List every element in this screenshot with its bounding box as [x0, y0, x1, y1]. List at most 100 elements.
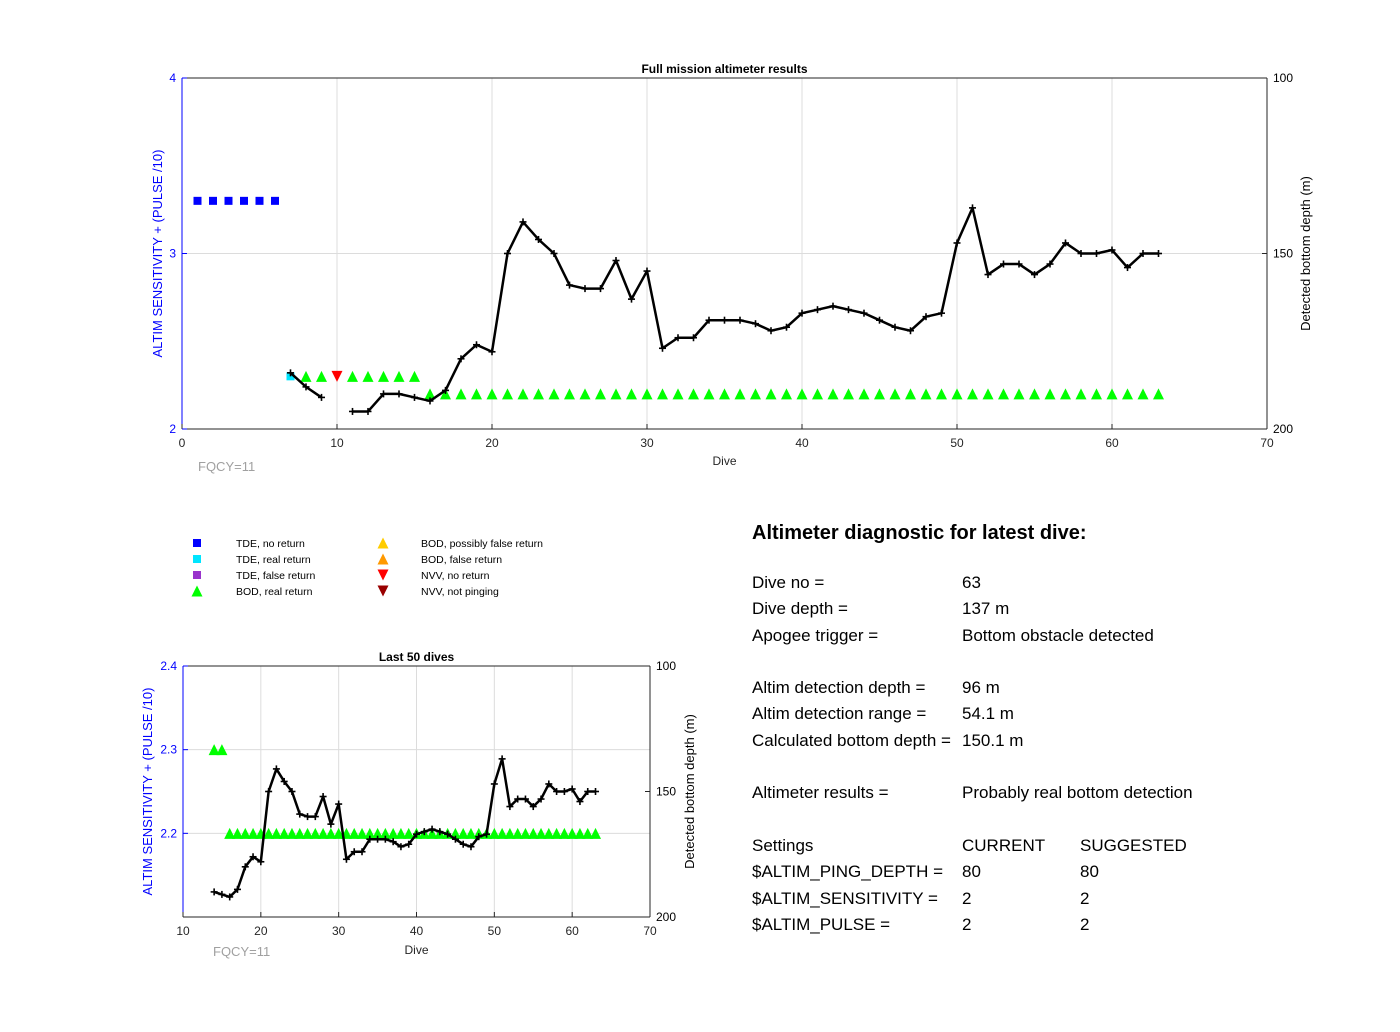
- y-right-tick-label: 150: [656, 785, 676, 799]
- depth-point: [358, 848, 366, 856]
- depth-point: [568, 785, 576, 793]
- depth-point: [288, 788, 296, 795]
- depth-point: [721, 316, 728, 324]
- depth-point: [922, 313, 930, 321]
- depth-point: [1139, 250, 1147, 257]
- data-marker: [796, 388, 808, 400]
- data-marker: [967, 388, 978, 400]
- altim-detection-depth-label: Altim detection depth =: [752, 678, 926, 698]
- calculated-bottom-depth-value: 150.1 m: [962, 730, 1024, 750]
- data-marker: [426, 827, 438, 839]
- data-marker: [1106, 388, 1118, 400]
- settings-header-row: Settings CURRENT SUGGESTED: [752, 833, 1352, 859]
- x-tick-label: 50: [950, 436, 964, 450]
- data-marker: [347, 370, 358, 382]
- legend-marker: [377, 569, 389, 581]
- depth-point: [342, 855, 350, 863]
- depth-point: [483, 830, 491, 838]
- data-marker: [486, 388, 498, 400]
- legend-label: NVV, no return: [421, 570, 490, 582]
- y-right-tick-label: 200: [656, 910, 676, 924]
- depth-point: [436, 828, 444, 836]
- depth-point: [411, 393, 418, 401]
- depth-point: [467, 843, 475, 851]
- data-marker: [309, 827, 321, 839]
- depth-point: [612, 257, 620, 265]
- depth-point: [984, 271, 992, 279]
- depth-point: [550, 250, 558, 257]
- depth-point: [535, 235, 542, 243]
- depth-point: [490, 780, 498, 788]
- x-tick-label: 40: [410, 924, 424, 938]
- depth-point: [442, 386, 449, 394]
- data-marker: [247, 827, 259, 839]
- depth-point: [752, 320, 759, 328]
- data-marker: [535, 827, 547, 839]
- data-marker: [270, 827, 282, 839]
- depth-point: [1015, 260, 1023, 268]
- data-marker: [224, 827, 236, 839]
- depth-point: [475, 833, 483, 841]
- depth-point: [380, 390, 387, 398]
- data-marker: [595, 388, 606, 400]
- data-marker: [998, 388, 1009, 400]
- depth-point: [210, 888, 218, 896]
- x-tick-label: 50: [488, 924, 502, 938]
- data-marker: [1122, 388, 1133, 400]
- setting-label: $ALTIM_PULSE =: [752, 914, 891, 934]
- data-marker: [551, 827, 563, 839]
- data-marker: [781, 388, 792, 400]
- setting-label: $ALTIM_SENSITIVITY =: [752, 888, 938, 908]
- setting-current: 2: [962, 914, 972, 934]
- x-tick-label: 70: [643, 924, 657, 938]
- data-marker: [294, 827, 306, 839]
- data-marker: [362, 370, 374, 382]
- chart-title: Last 50 dives: [379, 650, 455, 664]
- data-marker: [208, 744, 220, 756]
- x-tick-label: 20: [254, 924, 268, 938]
- settings-header-current: CURRENT: [962, 835, 1046, 855]
- legend-marker: [377, 553, 389, 565]
- depth-series-line: [352, 206, 1159, 413]
- data-marker: [331, 370, 343, 382]
- depth-point: [506, 803, 514, 811]
- depth-point: [397, 843, 405, 851]
- data-marker: [512, 827, 524, 839]
- depth-point: [537, 795, 545, 803]
- setting-current: 80: [962, 862, 981, 882]
- data-marker: [471, 388, 482, 400]
- x-tick-label: 0: [179, 436, 186, 450]
- altim-detection-depth-value: 96 m: [962, 678, 1000, 698]
- depth-point: [349, 407, 356, 415]
- data-marker: [889, 388, 901, 400]
- fqcy-annotation: FQCY=11: [198, 459, 255, 474]
- data-marker: [231, 827, 243, 839]
- legend-label: BOD, false return: [421, 554, 502, 566]
- y-left-tick-label: 2.2: [160, 826, 177, 840]
- depth-point: [891, 323, 899, 331]
- depth-point: [674, 334, 682, 342]
- depth-point: [938, 309, 945, 317]
- depth-point: [566, 281, 573, 289]
- y-left-axis-label: ALTIM SENSITIVITY + (PULSE /10): [150, 150, 165, 358]
- depth-point: [1108, 246, 1116, 254]
- depth-point: [426, 397, 434, 405]
- data-marker: [582, 827, 594, 839]
- data-marker: [765, 388, 777, 400]
- data-marker: [364, 827, 376, 839]
- depth-point: [504, 250, 511, 257]
- y-right-tick-label: 150: [1273, 247, 1293, 261]
- depth-point: [364, 407, 372, 415]
- y-right-tick-label: 200: [1273, 422, 1293, 436]
- data-marker: [348, 827, 360, 839]
- data-marker: [317, 827, 329, 839]
- depth-point: [597, 285, 604, 293]
- depth-point: [428, 825, 436, 833]
- depth-series-line: [213, 757, 596, 899]
- data-marker: [286, 827, 298, 839]
- data-marker: [393, 370, 405, 382]
- depth-point: [327, 820, 335, 828]
- data-marker: [843, 388, 854, 400]
- data-marker: [278, 827, 290, 839]
- x-tick-label: 10: [176, 924, 190, 938]
